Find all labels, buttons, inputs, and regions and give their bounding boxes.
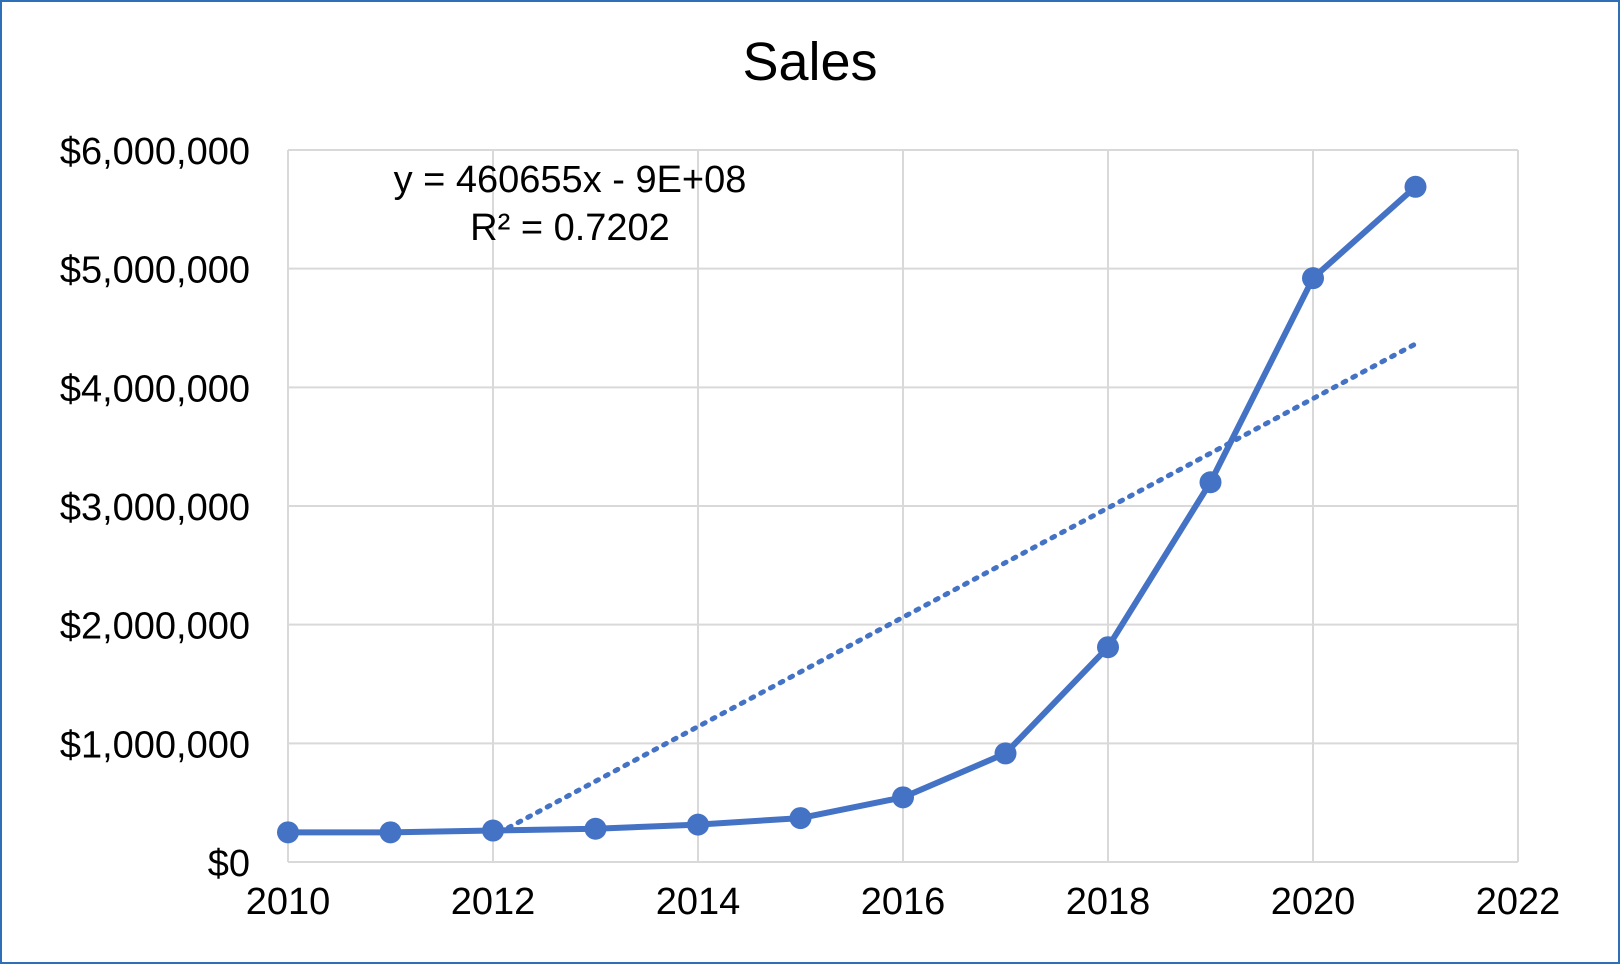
axis-tick-labels: $0 $1,000,000 $2,000,000 $3,000,000 $4,000,0… [60,131,1560,923]
chart-title: Sales [742,32,877,92]
y-tick-label: $4,000,000 [60,368,250,410]
x-tick-label: 2020 [1271,881,1356,923]
data-point [1404,175,1427,198]
data-point [1302,267,1324,290]
y-tick-label: $2,000,000 [60,606,250,648]
x-tick-label: 2012 [451,881,536,923]
gridlines [287,149,1519,863]
data-point [482,819,504,842]
data-point [789,807,812,830]
trendline-equation: y = 460655x - 9E+08 [394,159,747,201]
trendline [505,341,1418,831]
y-tick-label: $5,000,000 [60,250,250,292]
sales-series-line [288,184,1418,836]
trendline-group [505,341,1418,831]
y-tick-label: $1,000,000 [60,724,250,766]
data-point [994,742,1017,765]
trendline-r-squared: R² = 0.7202 [470,207,670,249]
y-tick-label: $0 [208,843,250,885]
data-point [379,821,402,844]
data-point [584,817,607,840]
series-group [277,175,1427,844]
data-point [1199,471,1222,494]
x-tick-label: 2022 [1476,881,1561,923]
x-tick-label: 2016 [861,881,946,923]
x-tick-label: 2010 [246,881,331,923]
x-tick-label: 2018 [1066,881,1151,923]
y-tick-label: $3,000,000 [60,487,250,529]
y-tick-label: $6,000,000 [60,131,250,173]
data-point [687,813,709,836]
data-point [892,786,914,809]
data-point [277,821,299,844]
x-tick-label: 2014 [656,881,741,923]
data-point [1097,636,1119,659]
